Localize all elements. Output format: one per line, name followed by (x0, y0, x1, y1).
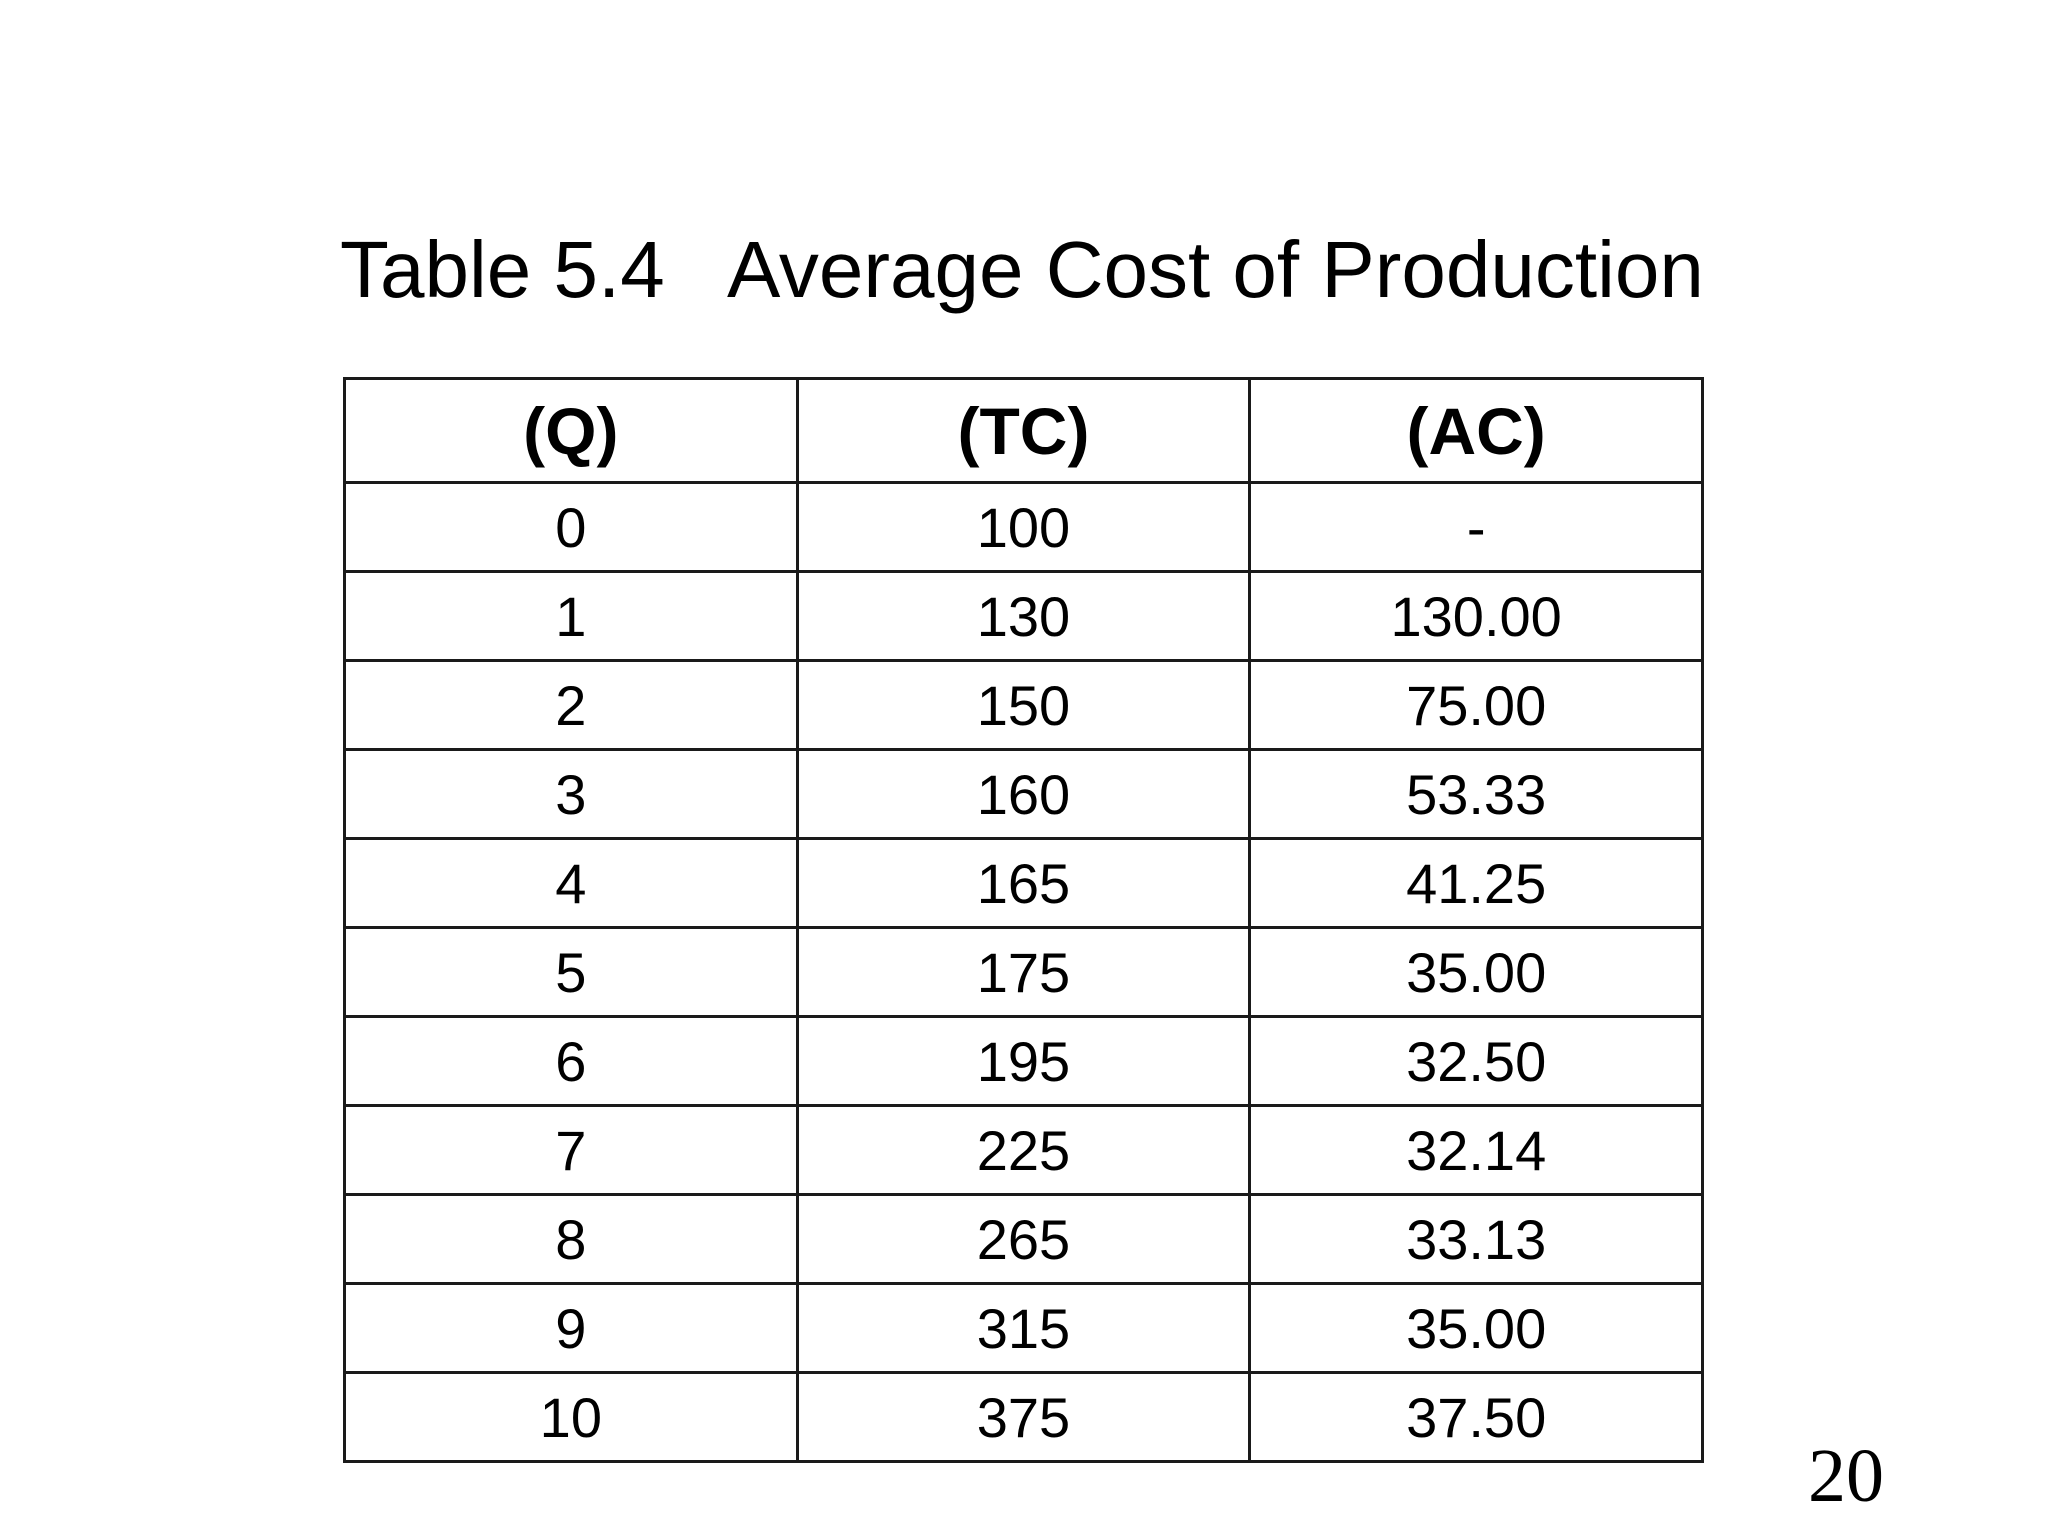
table-row: 5 175 35.00 (343, 926, 1704, 1018)
cell-average-cost: 35.00 (1248, 1282, 1704, 1374)
cell-total-cost: 195 (795, 1015, 1252, 1107)
table-header-row: (Q) (TC) (AC) (343, 377, 1704, 484)
header-quantity: (Q) (343, 377, 799, 484)
cell-average-cost: 41.25 (1248, 837, 1704, 929)
cell-total-cost: 100 (795, 481, 1252, 573)
table-row: 10 375 37.50 (343, 1371, 1704, 1463)
cell-average-cost: 53.33 (1248, 748, 1704, 840)
cell-quantity: 3 (343, 748, 799, 840)
table-row: 4 165 41.25 (343, 837, 1704, 929)
cell-total-cost: 375 (795, 1371, 1252, 1463)
table-row: 1 130 130.00 (343, 570, 1704, 662)
cell-quantity: 5 (343, 926, 799, 1018)
cell-average-cost: 35.00 (1248, 926, 1704, 1018)
average-cost-table: (Q) (TC) (AC) 0 100 - 1 130 130.00 2 150… (343, 377, 1704, 1463)
page-number: 20 (1808, 1434, 1884, 1518)
cell-quantity: 7 (343, 1104, 799, 1196)
table-row: 7 225 32.14 (343, 1104, 1704, 1196)
header-total-cost: (TC) (795, 377, 1252, 484)
cell-average-cost: 32.14 (1248, 1104, 1704, 1196)
cell-quantity: 6 (343, 1015, 799, 1107)
cell-total-cost: 130 (795, 570, 1252, 662)
cell-quantity: 1 (343, 570, 799, 662)
cell-quantity: 2 (343, 659, 799, 751)
cell-total-cost: 315 (795, 1282, 1252, 1374)
cell-average-cost: 37.50 (1248, 1371, 1704, 1463)
cell-average-cost: 33.13 (1248, 1193, 1704, 1285)
table-row: 0 100 - (343, 481, 1704, 573)
cell-quantity: 10 (343, 1371, 799, 1463)
table-row: 2 150 75.00 (343, 659, 1704, 751)
cell-average-cost: - (1248, 481, 1704, 573)
slide-title: Table 5.4 Average Cost of Production (340, 225, 1704, 314)
cell-total-cost: 160 (795, 748, 1252, 840)
cell-total-cost: 265 (795, 1193, 1252, 1285)
cell-quantity: 0 (343, 481, 799, 573)
table-row: 6 195 32.50 (343, 1015, 1704, 1107)
table-row: 9 315 35.00 (343, 1282, 1704, 1374)
cell-total-cost: 225 (795, 1104, 1252, 1196)
cell-quantity: 8 (343, 1193, 799, 1285)
table-row: 3 160 53.33 (343, 748, 1704, 840)
cell-average-cost: 32.50 (1248, 1015, 1704, 1107)
cell-quantity: 9 (343, 1282, 799, 1374)
cell-quantity: 4 (343, 837, 799, 929)
header-average-cost: (AC) (1248, 377, 1704, 484)
cell-average-cost: 130.00 (1248, 570, 1704, 662)
cell-total-cost: 175 (795, 926, 1252, 1018)
cell-total-cost: 165 (795, 837, 1252, 929)
table-row: 8 265 33.13 (343, 1193, 1704, 1285)
cell-average-cost: 75.00 (1248, 659, 1704, 751)
cell-total-cost: 150 (795, 659, 1252, 751)
